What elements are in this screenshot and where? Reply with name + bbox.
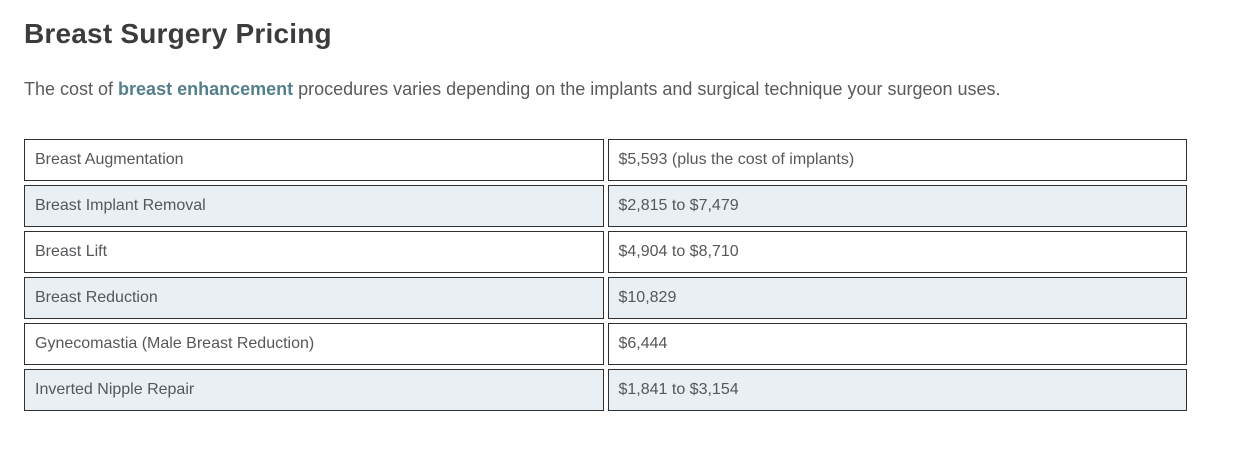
table-row: Breast Augmentation $5,593 (plus the cos… — [24, 139, 1187, 182]
price-cell: $10,829 — [607, 277, 1187, 320]
price-cell: $2,815 to $7,479 — [607, 185, 1187, 228]
procedure-cell: Inverted Nipple Repair — [24, 369, 604, 412]
intro-text-before: The cost of — [24, 79, 119, 99]
price-cell: $6,444 — [607, 323, 1187, 366]
breast-enhancement-link[interactable]: breast enhancement — [118, 79, 294, 99]
procedure-cell: Breast Reduction — [24, 277, 604, 320]
table-row: Gynecomastia (Male Breast Reduction) $6,… — [24, 323, 1187, 366]
table-row: Breast Implant Removal $2,815 to $7,479 — [24, 185, 1187, 228]
procedure-cell: Breast Implant Removal — [24, 185, 604, 228]
page-content: Breast Surgery Pricing The cost of breas… — [20, 18, 1216, 415]
intro-text-after: procedures varies depending on the impla… — [293, 79, 1001, 99]
price-cell: $4,904 to $8,710 — [607, 231, 1187, 274]
intro-paragraph: The cost of breast enhancement procedure… — [24, 77, 1216, 102]
procedure-cell: Breast Augmentation — [24, 139, 604, 182]
price-cell: $1,841 to $3,154 — [607, 369, 1187, 412]
page-title: Breast Surgery Pricing — [24, 18, 332, 49]
procedure-cell: Gynecomastia (Male Breast Reduction) — [24, 323, 604, 366]
table-row: Inverted Nipple Repair $1,841 to $3,154 — [24, 369, 1187, 412]
table-row: Breast Reduction $10,829 — [24, 277, 1187, 320]
procedure-cell: Breast Lift — [24, 231, 604, 274]
pricing-table: Breast Augmentation $5,593 (plus the cos… — [20, 135, 1191, 415]
price-cell: $5,593 (plus the cost of implants) — [607, 139, 1187, 182]
table-row: Breast Lift $4,904 to $8,710 — [24, 231, 1187, 274]
